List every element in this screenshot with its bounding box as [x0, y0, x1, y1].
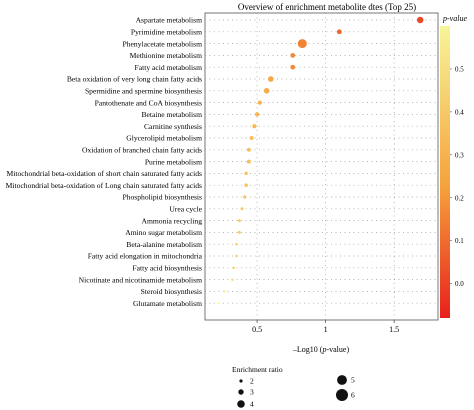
- x-tick-label: 1.5: [389, 325, 399, 334]
- data-point: [237, 219, 241, 223]
- data-point: [231, 278, 234, 281]
- size-legend-marker: [238, 389, 244, 395]
- category-label: Beta-alanine metabolism: [126, 240, 202, 249]
- size-legend-marker: [237, 400, 245, 408]
- category-label: Nicotinate and nicotinamide metabolism: [79, 275, 202, 284]
- data-point: [240, 207, 244, 211]
- chart-title: Overview of enrichment metabolite dtes (…: [238, 2, 416, 12]
- category-label: Spermidine and spermine biosynthesis: [85, 87, 202, 96]
- category-label: Ammonia recycling: [141, 216, 202, 225]
- data-point: [297, 39, 307, 49]
- category-label: Mitochondrial beta-oxidation of short ch…: [7, 169, 203, 178]
- colorbar-ticks: 0.0 0.1 0.2 0.3 0.4 0.5: [450, 65, 464, 288]
- category-labels: Aspartate metabolism Pyrimidine metabolis…: [6, 16, 203, 308]
- category-label: Aspartate metabolism: [136, 16, 203, 25]
- data-point: [257, 100, 262, 105]
- category-label: Phenylacetate metabolism: [123, 39, 203, 48]
- size-legend-label: 5: [351, 376, 355, 385]
- data-point: [263, 88, 270, 94]
- data-point: [235, 242, 238, 246]
- data-points: [217, 16, 424, 305]
- category-label: Pantothenate and CoA biosynthesis: [95, 98, 202, 107]
- data-point: [290, 53, 296, 58]
- x-axis-ticks: 0.5 1 1.5: [252, 320, 399, 334]
- data-point: [217, 302, 220, 305]
- category-label: Glycerolipid metabolism: [126, 134, 202, 143]
- data-point: [237, 230, 241, 234]
- x-axis-label: –Log10 (p-value): [292, 345, 350, 354]
- size-legend-marker: [337, 375, 347, 385]
- colorbar-tick-label: 0.5: [455, 65, 464, 73]
- grid-lines: [205, 13, 438, 320]
- data-point: [290, 64, 296, 70]
- x-tick-label: 0.5: [252, 325, 262, 334]
- category-label: Glutamate metabolism: [133, 299, 202, 308]
- category-label: Methionine metabolism: [130, 51, 202, 60]
- colorbar-tick-label: 0.1: [455, 237, 464, 245]
- plot-frame: [204, 12, 439, 321]
- category-label: Oxidation of branched chain fatty acids: [82, 146, 202, 155]
- colorbar-title: p-value: [442, 14, 467, 23]
- data-point: [254, 112, 260, 117]
- size-legend: 2 3 4 5 6: [237, 375, 355, 409]
- data-point: [232, 266, 236, 270]
- data-point: [235, 254, 238, 258]
- category-label: Phospholipid biosynthesis: [122, 193, 202, 202]
- size-legend-marker: [239, 379, 243, 383]
- category-label: Fatty acid elongation in mitochondria: [88, 252, 203, 261]
- colorbar: [440, 26, 450, 318]
- colorbar-tick-label: 0.0: [455, 280, 464, 288]
- data-point: [223, 290, 226, 293]
- size-legend-label: 2: [250, 377, 254, 386]
- category-label: Amino sugar metabolism: [125, 228, 202, 237]
- data-point: [244, 171, 248, 176]
- data-point: [246, 147, 251, 152]
- category-label: Urea cycle: [169, 205, 202, 214]
- category-label: Fatty acid metabolism: [135, 63, 203, 72]
- category-label: Purine metabolism: [145, 157, 202, 166]
- category-label: Pyrimidine metabolism: [131, 28, 202, 37]
- size-legend-label: 6: [351, 391, 355, 400]
- category-label: Betaine metabolism: [141, 110, 202, 119]
- category-label: Fatty acid biosynthesis: [132, 264, 202, 273]
- category-label: Carnitine synthesis: [144, 122, 202, 131]
- data-point: [267, 76, 274, 82]
- colorbar-tick-label: 0.4: [455, 108, 464, 116]
- category-label: Beta oxidation of very long chain fatty …: [67, 75, 202, 84]
- data-point: [249, 136, 254, 140]
- size-legend-title: Enrichment ratio: [232, 365, 283, 374]
- x-tick-label: 1: [324, 325, 328, 334]
- size-legend-label: 3: [250, 388, 254, 397]
- colorbar-tick-label: 0.2: [455, 194, 464, 202]
- data-point: [243, 195, 247, 199]
- colorbar-tick-label: 0.3: [455, 151, 464, 159]
- category-label: Steroid biosynthesis: [141, 287, 202, 296]
- data-point: [252, 124, 257, 129]
- data-point: [246, 159, 251, 164]
- size-legend-marker: [336, 389, 348, 401]
- data-point: [244, 183, 248, 187]
- category-label: Mitochondrial beta-oxidation of Long cha…: [6, 181, 202, 190]
- data-point: [416, 16, 424, 24]
- data-point: [336, 29, 342, 35]
- size-legend-label: 4: [250, 400, 254, 409]
